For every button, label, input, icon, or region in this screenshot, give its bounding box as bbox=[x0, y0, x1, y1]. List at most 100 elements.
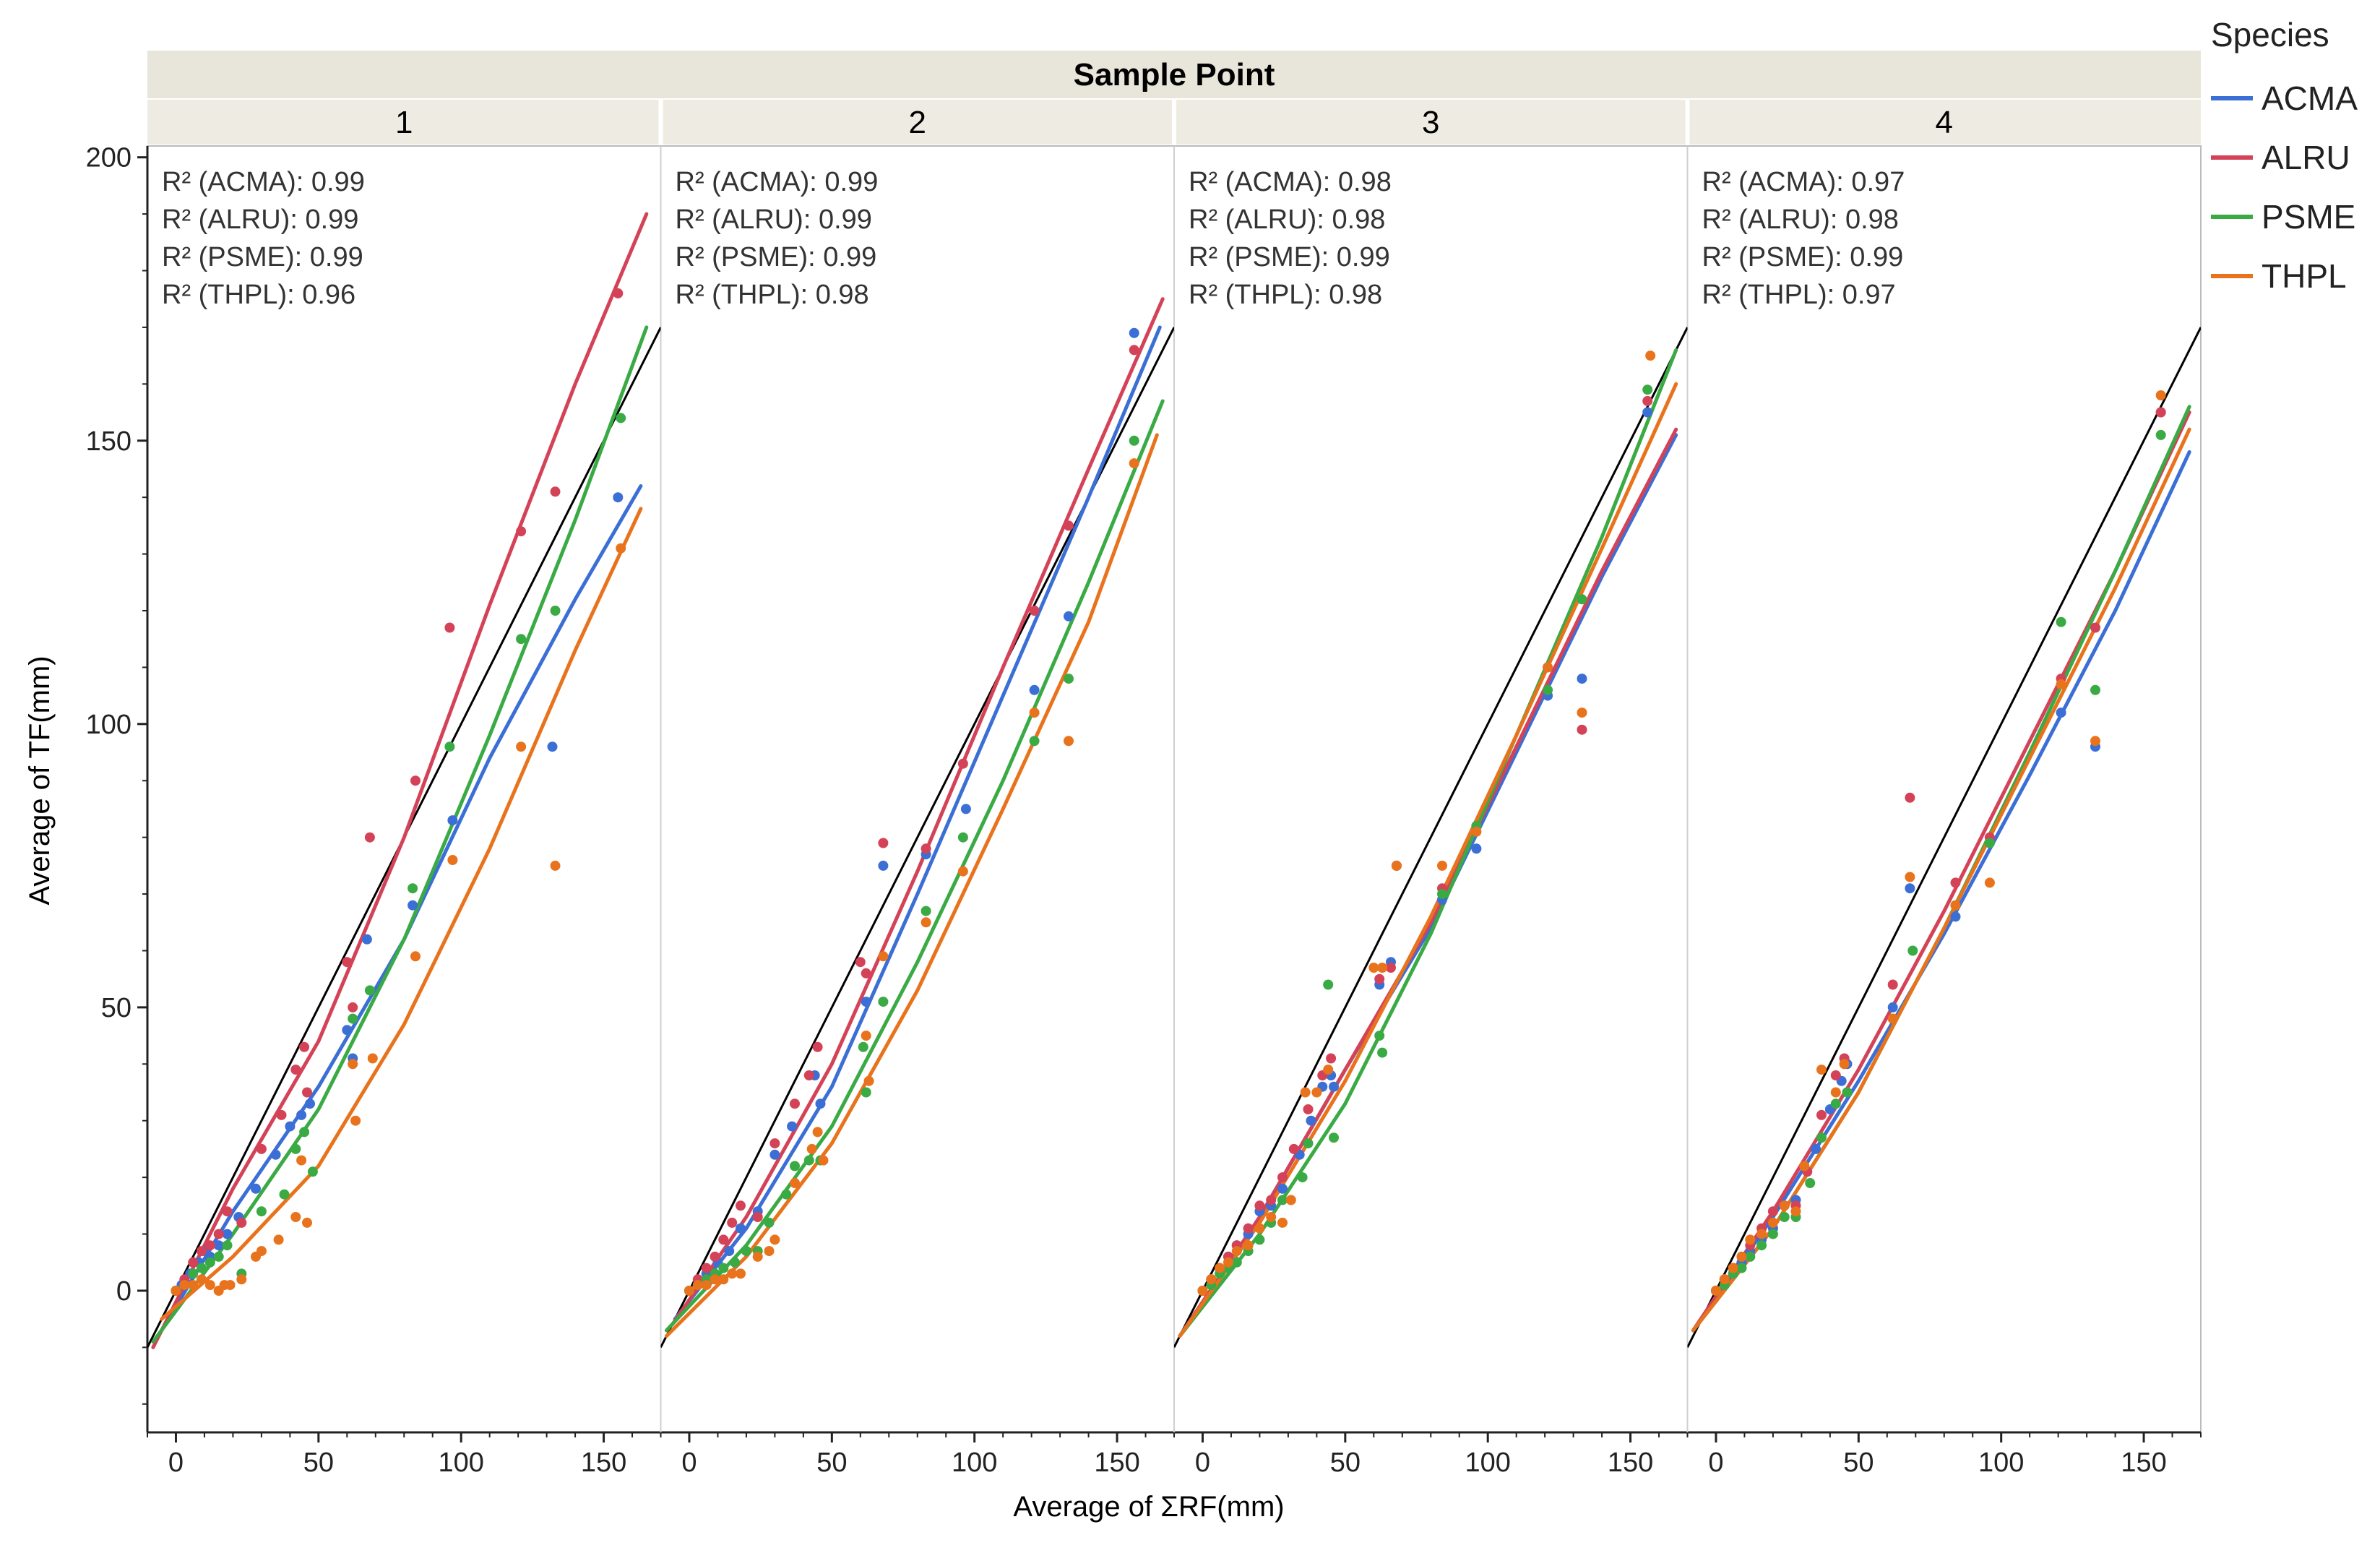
y-tick-label: 150 bbox=[86, 426, 131, 457]
data-point-thpl bbox=[350, 1115, 361, 1126]
data-point-psme bbox=[790, 1161, 800, 1171]
data-point-thpl bbox=[2090, 736, 2100, 747]
x-tick-label: 0 bbox=[1195, 1448, 1210, 1478]
data-point-psme bbox=[1842, 1087, 1853, 1098]
data-point-acma bbox=[815, 1098, 826, 1109]
data-point-alru bbox=[1266, 1195, 1277, 1205]
fit-line-acma bbox=[1691, 450, 2191, 1333]
data-point-psme bbox=[1297, 1172, 1308, 1183]
data-point-thpl bbox=[1029, 708, 1040, 718]
data-point-thpl bbox=[818, 1155, 829, 1166]
facet-title: Sample Point bbox=[1074, 57, 1275, 93]
data-point-thpl bbox=[1266, 1212, 1277, 1222]
data-point-psme bbox=[364, 985, 375, 996]
data-point-thpl bbox=[920, 917, 931, 928]
y-tick-label: 200 bbox=[86, 143, 131, 173]
data-point-thpl bbox=[806, 1143, 817, 1154]
data-point-alru bbox=[920, 843, 931, 854]
data-point-alru bbox=[855, 957, 866, 968]
data-point-thpl bbox=[1471, 826, 1482, 837]
data-point-psme bbox=[764, 1217, 775, 1228]
r2-annotation-alru: R² (ALRU): 0.98 bbox=[1702, 205, 1899, 235]
data-point-psme bbox=[1816, 1132, 1827, 1143]
facet-header-strip bbox=[147, 51, 2201, 98]
data-point-psme bbox=[861, 1087, 871, 1098]
panel-plot-area bbox=[147, 212, 661, 1349]
data-point-psme bbox=[550, 606, 561, 616]
data-point-alru bbox=[1303, 1104, 1314, 1114]
data-point-psme bbox=[222, 1240, 233, 1251]
fit-line-acma bbox=[673, 325, 1162, 1321]
legend-label-acma: ACMA bbox=[2262, 79, 2358, 117]
fit-line-alru bbox=[1691, 410, 2191, 1333]
data-point-psme bbox=[878, 997, 889, 1007]
data-point-alru bbox=[769, 1138, 780, 1149]
data-point-thpl bbox=[1887, 1013, 1898, 1024]
data-point-psme bbox=[279, 1189, 290, 1200]
x-tick-label: 150 bbox=[2121, 1448, 2166, 1478]
x-tick-label: 150 bbox=[581, 1448, 626, 1478]
data-point-alru bbox=[299, 1041, 310, 1052]
data-point-thpl bbox=[1223, 1257, 1233, 1268]
panel-1: 1 R² (ACMA): 0.99 R² (ALRU): 0.99 R² (PSME)… bbox=[147, 105, 661, 1349]
data-point-thpl bbox=[296, 1155, 307, 1166]
data-point-thpl bbox=[1984, 877, 1995, 888]
data-point-thpl bbox=[1779, 1200, 1790, 1211]
data-point-alru bbox=[516, 526, 527, 537]
data-point-alru bbox=[727, 1217, 738, 1228]
x-tick-label: 150 bbox=[1094, 1448, 1139, 1478]
data-point-thpl bbox=[1254, 1223, 1265, 1234]
data-point-psme bbox=[2090, 684, 2100, 695]
data-point-acma bbox=[342, 1025, 353, 1036]
r2-annotation-acma: R² (ACMA): 0.98 bbox=[1189, 167, 1392, 197]
data-point-acma bbox=[222, 1229, 233, 1239]
x-tick-label: 100 bbox=[952, 1448, 997, 1478]
data-point-acma bbox=[1306, 1115, 1316, 1126]
data-point-acma bbox=[1577, 674, 1587, 684]
data-point-psme bbox=[1577, 594, 1587, 605]
data-point-alru bbox=[736, 1200, 746, 1211]
y-tick-label: 100 bbox=[86, 710, 131, 740]
legend-label-alru: ALRU bbox=[2262, 139, 2350, 176]
data-point-thpl bbox=[236, 1274, 247, 1285]
r2-annotation-thpl: R² (THPL): 0.98 bbox=[676, 280, 869, 310]
panel-plot-area bbox=[660, 297, 1174, 1349]
data-point-alru bbox=[1642, 395, 1653, 406]
data-point-alru bbox=[276, 1109, 287, 1120]
data-point-psme bbox=[213, 1251, 224, 1262]
data-point-thpl bbox=[1437, 860, 1447, 871]
data-point-psme bbox=[2056, 616, 2066, 627]
data-point-thpl bbox=[710, 1274, 720, 1285]
data-point-psme bbox=[1231, 1257, 1242, 1268]
legend-label-psme: PSME bbox=[2262, 198, 2355, 236]
data-point-thpl bbox=[1197, 1286, 1208, 1296]
data-point-acma bbox=[1029, 684, 1040, 695]
data-point-thpl bbox=[1756, 1229, 1767, 1239]
y-tick-label: 0 bbox=[116, 1276, 131, 1307]
r2-annotation-alru: R² (ALRU): 0.99 bbox=[676, 205, 872, 235]
fit-line-alru bbox=[151, 212, 649, 1349]
data-point-thpl bbox=[1231, 1246, 1242, 1257]
r2-annotation-thpl: R² (THPL): 0.96 bbox=[162, 280, 355, 310]
x-tick-label: 100 bbox=[1978, 1448, 2024, 1478]
data-point-thpl bbox=[1277, 1217, 1288, 1228]
data-point-thpl bbox=[410, 951, 421, 962]
data-point-acma bbox=[270, 1149, 281, 1160]
data-point-thpl bbox=[1577, 708, 1587, 718]
data-point-alru bbox=[1577, 724, 1587, 735]
data-point-alru bbox=[957, 758, 968, 769]
data-point-alru bbox=[188, 1257, 199, 1268]
data-point-acma bbox=[1950, 911, 1961, 922]
data-point-alru bbox=[752, 1212, 763, 1222]
y-axis-title: Average of TF(mm) bbox=[24, 655, 56, 905]
data-point-thpl bbox=[550, 860, 561, 871]
y-tick-label: 50 bbox=[101, 993, 131, 1023]
data-point-psme bbox=[1907, 945, 1918, 956]
fit-line-alru bbox=[670, 297, 1165, 1327]
panel-4: 4 R² (ACMA): 0.97 R² (ALRU): 0.98 R² (PSME)… bbox=[1687, 105, 2201, 1349]
y-axis: 0 50 100 150 200 bbox=[86, 143, 147, 1405]
data-point-thpl bbox=[1719, 1274, 1730, 1285]
data-point-psme bbox=[1805, 1178, 1816, 1188]
data-point-thpl bbox=[1129, 458, 1139, 469]
data-point-psme bbox=[1745, 1251, 1756, 1262]
